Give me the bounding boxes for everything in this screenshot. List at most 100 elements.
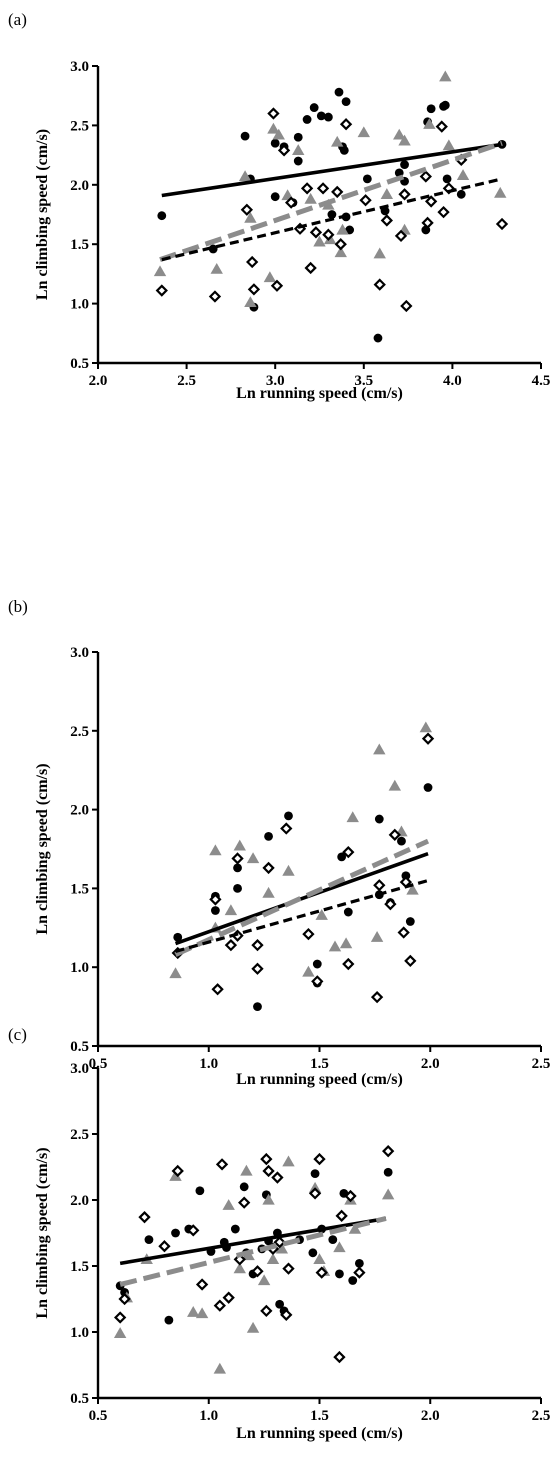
data-point-triangle xyxy=(209,844,222,856)
data-point-circle xyxy=(240,131,250,141)
data-point-circle xyxy=(328,1235,338,1244)
data-point-circle xyxy=(456,189,466,199)
data-point-diamond xyxy=(280,822,293,835)
data-point-triangle xyxy=(393,128,406,140)
y-tick-label: 1.5 xyxy=(70,1259,89,1275)
data-point-diamond xyxy=(171,1164,184,1178)
panel-label: (c) xyxy=(8,1025,27,1044)
data-point-circle xyxy=(339,145,349,155)
data-point-triangle xyxy=(266,1253,280,1265)
data-point-circle xyxy=(312,959,322,969)
fit-line-long-dash xyxy=(119,1216,387,1287)
data-point-circle xyxy=(293,156,303,166)
data-point-circle xyxy=(270,138,280,148)
data-point-diamond xyxy=(280,1308,293,1321)
data-point-triangle xyxy=(381,1188,395,1200)
data-point-circle xyxy=(157,211,167,221)
data-point-triangle xyxy=(313,1253,326,1265)
data-point-circle xyxy=(270,192,280,202)
panel-label: (b) xyxy=(8,597,28,616)
data-point-triangle xyxy=(398,134,411,146)
y-tick-label: 2.0 xyxy=(70,803,89,819)
data-point-circle xyxy=(426,104,436,114)
data-point-circle xyxy=(335,1269,344,1279)
x-tick-label: 1.5 xyxy=(310,1056,329,1072)
data-point-circle xyxy=(144,1235,154,1244)
x-tick-label: 0.5 xyxy=(89,1408,108,1424)
data-point-circle xyxy=(345,225,355,235)
data-point-triangle xyxy=(240,1164,253,1176)
data-point-triangle xyxy=(195,1307,209,1319)
data-point-diamond xyxy=(195,1278,209,1291)
data-point-triangle xyxy=(267,122,280,134)
data-point-circle xyxy=(442,174,452,184)
fit-line-long-dash xyxy=(159,140,503,263)
data-point-triangle xyxy=(244,296,257,308)
data-point-diamond xyxy=(404,954,417,968)
data-point-diamond xyxy=(316,182,330,195)
data-point-diamond xyxy=(373,879,386,892)
x-axis-title: Ln running speed (cm/s) xyxy=(236,1425,403,1442)
data-point-triangle xyxy=(263,271,277,283)
data-point-diamond xyxy=(251,962,264,975)
data-point-diamond xyxy=(380,214,393,227)
data-point-triangle xyxy=(238,170,252,182)
data-point-circle xyxy=(308,1248,318,1258)
data-point-circle xyxy=(164,1315,174,1325)
data-point-diamond xyxy=(231,852,244,865)
fit-line-short-dash xyxy=(175,878,429,953)
data-point-triangle xyxy=(292,144,305,155)
data-point-diamond xyxy=(277,144,291,157)
data-point-diamond xyxy=(398,188,411,201)
data-point-circle xyxy=(275,1299,285,1309)
data-point-triangle xyxy=(315,908,328,920)
y-tick-label: 3.0 xyxy=(70,645,89,661)
data-point-diamond xyxy=(419,170,432,183)
data-point-circle xyxy=(195,1186,205,1196)
data-point-triangle xyxy=(275,1242,289,1254)
data-point-triangle xyxy=(380,188,394,199)
y-tick-label: 1.0 xyxy=(70,960,89,976)
data-point-circle xyxy=(354,1258,364,1268)
y-tick-label: 1.5 xyxy=(70,237,89,253)
data-point-triangle xyxy=(213,1362,227,1374)
data-point-triangle xyxy=(373,743,386,755)
data-point-triangle xyxy=(246,852,260,864)
data-point-triangle xyxy=(406,883,419,895)
panel-label: (a) xyxy=(8,10,27,29)
data-point-triangle xyxy=(282,864,295,876)
data-point-circle xyxy=(334,87,344,97)
y-tick-label: 3.0 xyxy=(70,59,89,75)
data-point-diamond xyxy=(315,1266,328,1279)
data-point-diamond xyxy=(262,1164,275,1178)
data-point-triangle xyxy=(456,169,470,180)
data-point-diamond xyxy=(187,1224,200,1237)
data-point-circle xyxy=(233,884,242,893)
data-point-circle xyxy=(400,160,409,170)
data-point-triangle xyxy=(233,839,246,851)
data-point-diamond xyxy=(246,255,259,269)
data-point-diamond xyxy=(251,1265,264,1278)
data-point-diamond xyxy=(437,205,450,219)
x-tick-label: 4.5 xyxy=(532,373,551,389)
x-tick-label: 2.5 xyxy=(532,1408,551,1424)
y-tick-label: 2.0 xyxy=(70,178,89,194)
x-tick-label: 2.0 xyxy=(89,373,108,389)
y-tick-label: 1.5 xyxy=(70,881,89,897)
data-point-diamond xyxy=(222,1291,235,1304)
data-point-circle xyxy=(337,852,347,862)
data-point-circle xyxy=(423,783,433,792)
data-point-diamond xyxy=(421,216,434,229)
y-tick-label: 0.5 xyxy=(70,1391,89,1407)
data-point-circle xyxy=(343,907,353,917)
data-point-triangle xyxy=(346,811,359,823)
x-axis-title: Ln running speed (cm/s) xyxy=(236,385,403,402)
data-point-diamond xyxy=(260,1152,273,1166)
fit-line-short-dash xyxy=(161,177,503,262)
data-point-triangle xyxy=(423,118,436,129)
data-point-diamond xyxy=(359,194,372,207)
data-point-triangle xyxy=(334,246,347,258)
x-tick-label: 4.0 xyxy=(443,373,462,389)
data-point-diamond xyxy=(342,957,355,971)
